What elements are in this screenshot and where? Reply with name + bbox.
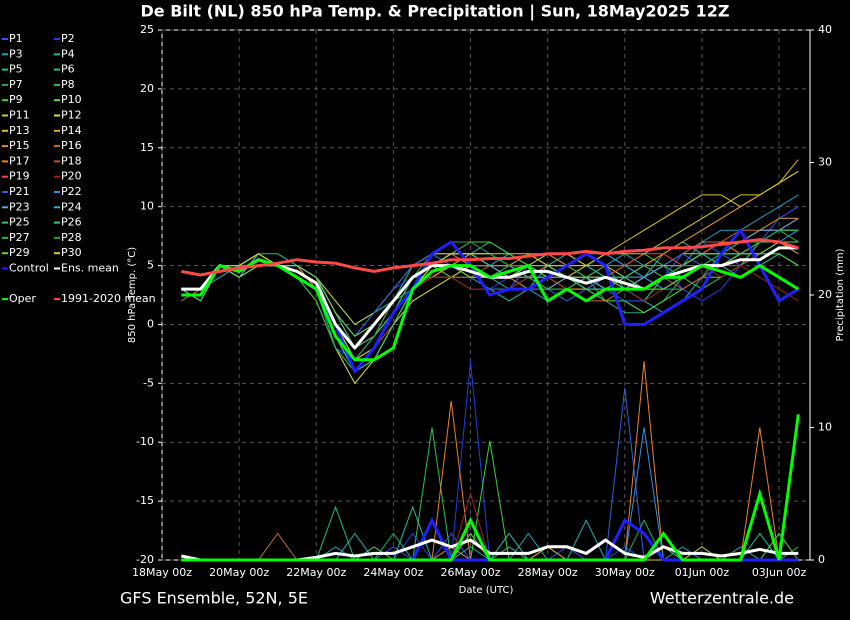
legend-label: Ens. mean: [61, 262, 119, 275]
legend-label: P18: [61, 154, 82, 167]
legend-label: P23: [9, 200, 30, 213]
precip-line: [181, 427, 799, 561]
y-tick-label: 0: [147, 317, 154, 330]
x-tick-label: 26May 00z: [441, 566, 501, 579]
legend-label: Oper: [9, 292, 36, 305]
y-tick-label: 25: [140, 23, 154, 36]
precip-line: [181, 361, 799, 561]
temp-line: [181, 229, 799, 384]
legend-label: P12: [61, 109, 82, 122]
legend-label: P26: [61, 216, 82, 229]
legend-label: P5: [9, 63, 23, 76]
temp-line: [181, 253, 799, 361]
legend-label: 1991-2020 mean: [61, 292, 156, 305]
legend-label: P1: [9, 32, 23, 45]
legend-label: P22: [61, 185, 82, 198]
y-tick-label: -5: [143, 376, 154, 389]
legend-label: P21: [9, 185, 30, 198]
temp-line: [181, 238, 799, 277]
legend-label: P6: [61, 63, 75, 76]
legend-label: P25: [9, 216, 30, 229]
y2-tick-label: 0: [818, 553, 825, 566]
legend-label: P16: [61, 139, 82, 152]
legend-label: P15: [9, 139, 30, 152]
y-tick-label: 10: [140, 200, 154, 213]
legend-label: P30: [61, 246, 82, 259]
x-tick-label: 03Jun 00z: [752, 566, 807, 579]
legend-label: P20: [61, 170, 82, 183]
x-tick-label: 28May 00z: [518, 566, 578, 579]
precip-line: [181, 414, 800, 562]
temp-line: [181, 217, 799, 325]
legend-label: P2: [61, 32, 75, 45]
x-tick-label: 30May 00z: [595, 566, 655, 579]
source-right: Wetterzentrale.de: [650, 589, 794, 608]
precip-line: [181, 387, 799, 561]
legend-label: P27: [9, 231, 30, 244]
y2-tick-label: 30: [818, 156, 832, 169]
y-tick-label: -20: [136, 553, 154, 566]
legend-label: P11: [9, 109, 30, 122]
legend-label: P4: [61, 47, 75, 60]
precip-line: [181, 440, 799, 561]
legend-label: P3: [9, 47, 23, 60]
y-axis-label: 850 hPa Temp. (°C): [127, 247, 138, 343]
x-tick-label: 20May 00z: [209, 566, 269, 579]
x-axis-label: Date (UTC): [459, 585, 514, 596]
temp-line: [181, 258, 800, 362]
legend-label: P13: [9, 124, 30, 137]
legend-label: P10: [61, 93, 82, 106]
source-left: GFS Ensemble, 52N, 5E: [120, 589, 308, 608]
x-tick-label: 24May 00z: [363, 566, 423, 579]
precip-line: [181, 427, 799, 561]
y2-tick-label: 40: [818, 23, 832, 36]
y2-tick-label: 10: [818, 421, 832, 434]
chart-title: De Bilt (NL) 850 hPa Temp. & Precipitati…: [141, 2, 730, 22]
legend-label: P7: [9, 78, 23, 91]
y-tick-label: 5: [147, 259, 154, 272]
y2-axis-label: Precipitation (mm): [835, 248, 846, 341]
precip-line: [181, 492, 799, 561]
legend-label: P9: [9, 93, 23, 106]
y-tick-label: 15: [140, 141, 154, 154]
legend-label: P19: [9, 170, 30, 183]
temp-line: [181, 170, 799, 373]
legend-label: P8: [61, 78, 75, 91]
precip-line: [181, 361, 799, 561]
x-tick-label: 01Jun 00z: [675, 566, 730, 579]
y2-tick-label: 20: [818, 288, 832, 301]
legend-label: P28: [61, 231, 82, 244]
y-tick-label: 20: [140, 82, 154, 95]
temp-line: [181, 241, 799, 373]
legend-label: P14: [61, 124, 82, 137]
y-tick-label: -15: [136, 494, 154, 507]
temp-line: [181, 241, 799, 373]
legend-label: P24: [61, 200, 82, 213]
y-tick-label: -10: [136, 435, 154, 448]
legend-label: P17: [9, 154, 30, 167]
legend-label: Control: [9, 262, 49, 275]
plot-frame: [161, 29, 811, 561]
x-tick-label: 22May 00z: [286, 566, 346, 579]
legend-label: P29: [9, 246, 30, 259]
x-tick-label: 18May 00z: [132, 566, 192, 579]
